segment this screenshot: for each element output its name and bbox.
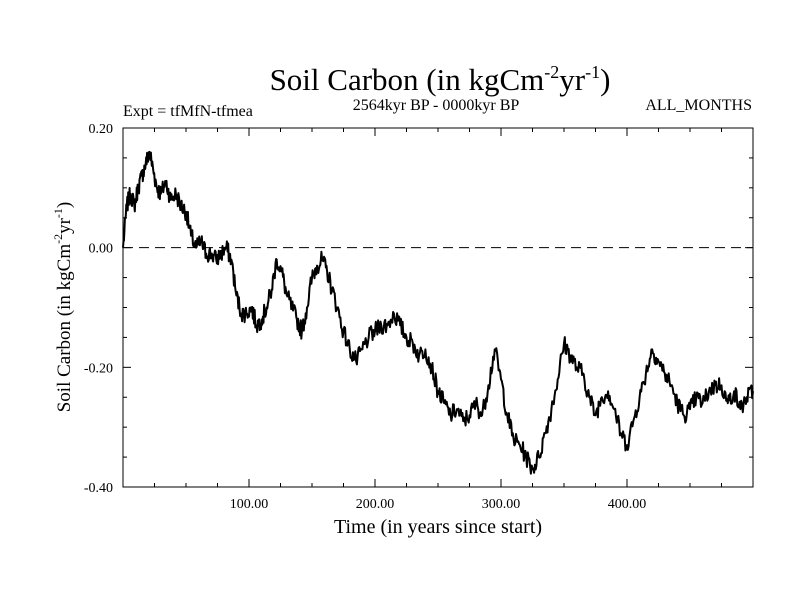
chart-title-sup2: -1 <box>585 62 600 82</box>
experiment-label: Expt = tfMfN-tfmea <box>123 103 253 120</box>
y-axis-label: Soil Carbon (in kgCm-2yr-1) <box>51 202 75 413</box>
chart-title-mid: yr <box>559 62 586 97</box>
period-label: 2564kyr BP - 0000kyr BP <box>353 97 520 114</box>
axis-ticks <box>123 128 753 487</box>
months-label: ALL_MONTHS <box>645 97 752 114</box>
x-tick-label: 200.00 <box>356 497 395 512</box>
y-axis-label-mid: yr <box>54 217 75 234</box>
y-tick-label: 0.00 <box>89 242 114 257</box>
x-axis-label: Time (in years since start) <box>334 516 542 538</box>
y-tick-label: -0.40 <box>84 481 113 496</box>
y-axis-label-main: Soil Carbon (in kgCm <box>54 244 75 413</box>
y-tick-label: 0.20 <box>89 122 114 137</box>
axis-tick-labels: 100.00 200.00 300.00 400.00 0.20 0.00 -0.20 -0.… <box>84 122 646 512</box>
y-axis-label-sup2: -1 <box>51 208 65 218</box>
x-tick-label: 400.00 <box>608 497 647 512</box>
plot-frame <box>122 127 754 488</box>
chart-title-main: Soil Carbon (in kgCm <box>270 62 545 97</box>
chart-title-close: ) <box>600 62 610 97</box>
y-axis-label-sup1: -2 <box>51 234 65 244</box>
y-tick-label: -0.20 <box>84 361 113 376</box>
series-line-soil-carbon <box>122 150 754 475</box>
y-axis-label-close: ) <box>54 202 75 208</box>
chart-title-sup1: -2 <box>544 62 559 82</box>
x-tick-label: 100.00 <box>230 497 269 512</box>
x-tick-label: 300.00 <box>482 497 521 512</box>
chart-title: Soil Carbon (in kgCm-2yr-1) <box>270 62 611 97</box>
